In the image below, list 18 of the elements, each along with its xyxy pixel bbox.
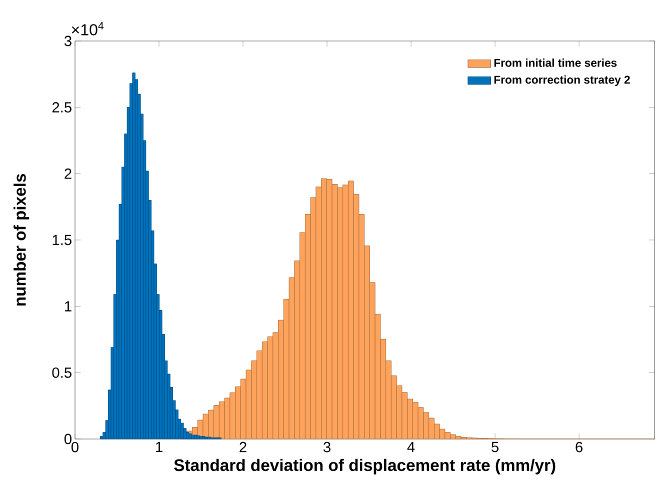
y-tick-label: 3 xyxy=(64,36,72,46)
y-tick-label: 1.5 xyxy=(52,234,72,246)
y-tick-label: 0.5 xyxy=(52,367,72,378)
y-axis-title: number of pixels xyxy=(14,174,30,306)
x-tick-label: 4 xyxy=(407,442,415,452)
legend-label: From initial time series xyxy=(494,58,617,67)
y-tick-label: 1 xyxy=(65,301,72,312)
x-tick-label: 6 xyxy=(576,442,582,452)
x-tick-label: 1 xyxy=(156,442,162,452)
x-axis-title: Standard deviation of displacement rate (mm/yr) xyxy=(174,458,556,474)
y-tick-label: 2 xyxy=(64,168,72,179)
y-tick-label: 0 xyxy=(64,434,72,444)
legend-label: From correction stratey 2 xyxy=(494,75,630,86)
y-tick-label: 2.5 xyxy=(52,102,72,113)
text: ×10$^{4}$ xyxy=(72,22,104,36)
x-tick-label: 3 xyxy=(324,442,330,452)
x-tick-label: 2 xyxy=(240,442,246,452)
x-tick-label: 5 xyxy=(492,442,498,452)
